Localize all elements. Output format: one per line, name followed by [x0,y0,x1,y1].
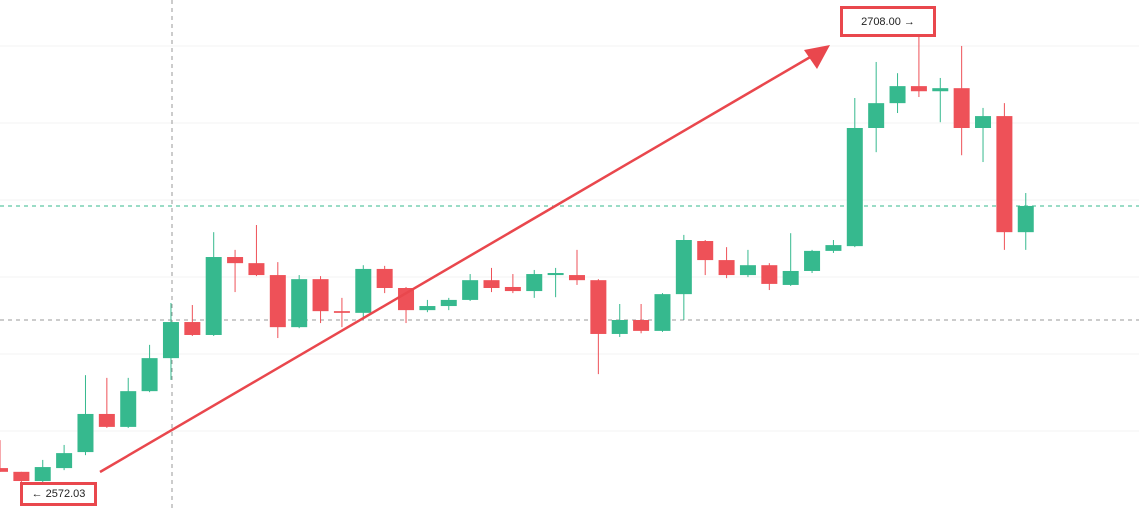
body [355,268,372,313]
body [13,471,30,482]
body [419,306,436,311]
body [975,116,992,128]
body [739,265,756,276]
body [547,273,564,276]
body [526,274,543,292]
candles [0,20,1034,483]
body [398,288,415,311]
body [376,268,393,288]
body [98,413,115,427]
body [996,116,1013,233]
body [590,280,607,334]
body [312,279,329,312]
body [611,320,628,334]
body [0,468,8,472]
body [184,322,201,335]
body [162,322,179,359]
body [291,279,308,328]
body [654,294,671,331]
body [846,128,863,247]
body [889,86,906,104]
body [333,311,350,313]
body [248,263,265,276]
body [633,320,650,331]
high-label: 2708.00 → [840,6,936,37]
body [1017,205,1034,233]
low-label: ← 2572.03 [20,482,97,506]
body [910,86,927,92]
body [953,88,970,128]
body [269,275,286,328]
body [77,413,94,453]
body [504,286,521,292]
body [56,453,73,469]
body [34,467,51,482]
body [825,245,842,251]
body [440,299,457,307]
body [483,280,500,288]
body [932,88,949,92]
grid [0,45,1139,432]
body [462,280,479,300]
body [718,260,735,276]
body [761,265,778,284]
body [141,358,158,392]
body [804,250,821,271]
body [205,257,222,335]
body [675,240,692,295]
body [120,391,137,427]
body [782,270,799,285]
arrow-head [804,45,830,69]
body [868,103,885,128]
body [568,275,585,281]
body [227,257,244,264]
body [697,241,714,261]
trend-arrow [99,54,813,474]
